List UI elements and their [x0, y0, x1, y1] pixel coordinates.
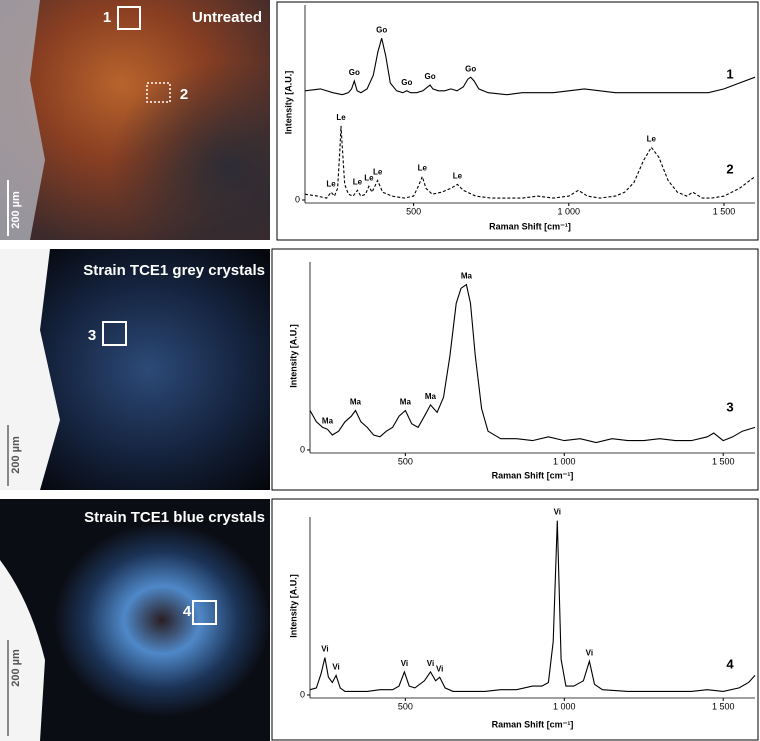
peak-label: Ma: [322, 416, 334, 425]
series-label: 3: [726, 399, 733, 414]
x-axis-label: Raman Shift [cm⁻¹]: [492, 719, 574, 729]
region-label: 3: [88, 327, 96, 344]
x-tick-label: 1 000: [553, 456, 576, 466]
peak-label: Vi: [401, 659, 408, 668]
chart-frame: [271, 498, 759, 741]
peak-label: Ma: [400, 398, 412, 407]
x-tick-label: 500: [398, 456, 413, 466]
spectrum-line: [304, 125, 756, 199]
panel-label: Strain TCE1 blue crystals: [84, 509, 265, 526]
micrograph-untreated: Untreated 1 2 200 µm: [0, 0, 270, 240]
y-tick-label: 0: [300, 444, 305, 454]
y-tick-label: 0: [300, 689, 305, 699]
x-axis-label: Raman Shift [cm⁻¹]: [489, 221, 571, 231]
peak-label: Vi: [554, 508, 561, 517]
spectrum-chart: 0 500 1 000 1 500 Raman Shift [cm⁻¹] Intensit…: [271, 498, 759, 741]
spectrum-line: [309, 283, 756, 444]
scale-bar-label: 200 µm: [10, 436, 22, 474]
peak-label: Go: [349, 68, 360, 77]
y-tick-label: 0: [295, 194, 300, 204]
peak-label: Vi: [586, 648, 593, 657]
chart-frame: [271, 248, 759, 491]
peak-label: Ma: [350, 398, 362, 407]
x-tick-label: 500: [398, 701, 413, 711]
peak-label: Vi: [321, 645, 328, 654]
peak-label: Go: [425, 72, 436, 81]
x-tick-label: 1 000: [558, 206, 581, 216]
peak-label: Go: [376, 25, 387, 34]
peak-label: Vi: [427, 659, 434, 668]
x-tick-label: 1 500: [713, 206, 736, 216]
peak-label: Le: [364, 173, 374, 182]
series-label: 2: [726, 161, 733, 176]
spectrum-line: [309, 520, 756, 692]
spectrum-line: [304, 38, 756, 96]
x-axis-label: Raman Shift [cm⁻¹]: [492, 470, 574, 480]
scale-bar-label: 200 µm: [10, 191, 22, 229]
x-tick-label: 1 000: [553, 701, 576, 711]
micrograph-grey: Strain TCE1 grey crystals 3 200 µm: [0, 249, 270, 490]
peak-label: Le: [418, 164, 428, 173]
panel-label: Untreated: [192, 9, 262, 26]
peak-label: Le: [353, 177, 363, 186]
y-axis-label: Intensity [A.U.]: [288, 574, 298, 638]
peak-label: Ma: [425, 392, 437, 401]
region-label: 4: [183, 603, 192, 620]
spectrum-chart: 0 500 1 000 1 500 Raman Shift [cm⁻¹] Intensit…: [276, 1, 759, 241]
x-tick-label: 500: [406, 206, 421, 216]
spectrum-chart: 0 500 1 000 1 500 Raman Shift [cm⁻¹] Intensit…: [271, 248, 759, 491]
x-tick-label: 1 500: [712, 701, 735, 711]
scale-bar-label: 200 µm: [10, 649, 22, 687]
peak-label: Le: [326, 179, 336, 188]
peak-label: Vi: [332, 663, 339, 672]
peak-label: Le: [647, 134, 657, 143]
peak-label: Le: [453, 172, 463, 181]
peak-label: Go: [465, 64, 476, 73]
panel-label: Strain TCE1 grey crystals: [83, 262, 265, 279]
y-axis-label: Intensity [A.U.]: [283, 71, 293, 135]
peak-label: Go: [401, 78, 412, 87]
series-label: 4: [726, 656, 734, 671]
series-label: 1: [726, 66, 733, 81]
x-tick-label: 1 500: [712, 456, 735, 466]
y-axis-label: Intensity [A.U.]: [288, 324, 298, 388]
peak-label: Le: [373, 168, 383, 177]
region-label: 2: [180, 86, 188, 103]
peak-label: Ma: [461, 272, 473, 281]
chart-frame: [276, 1, 759, 241]
peak-label: Le: [336, 113, 346, 122]
region-label: 1: [103, 9, 111, 26]
peak-label: Vi: [436, 664, 443, 673]
micrograph-blue: Strain TCE1 blue crystals 4 200 µm: [0, 499, 270, 741]
